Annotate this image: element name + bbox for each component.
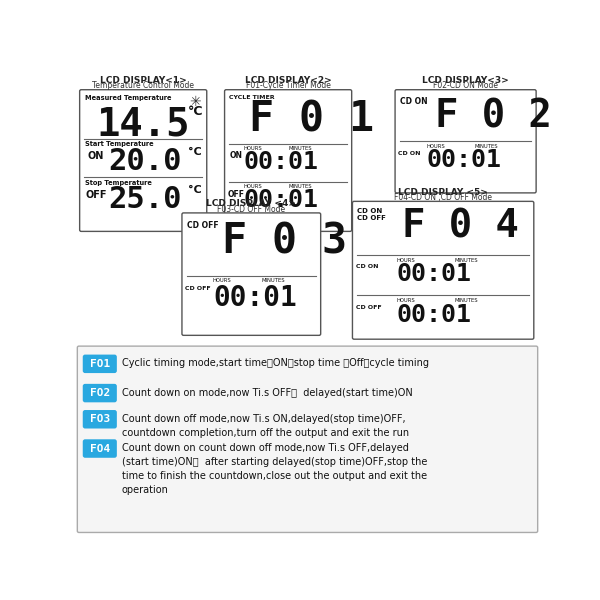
Text: 25.0: 25.0 [109, 185, 182, 214]
Text: F02-CD ON Mode: F02-CD ON Mode [433, 82, 498, 91]
Text: °C: °C [188, 146, 202, 157]
Text: F 0 4: F 0 4 [402, 208, 519, 245]
Text: LCD DISPLAY<1>: LCD DISPLAY<1> [100, 76, 187, 85]
FancyBboxPatch shape [352, 202, 534, 339]
Text: MINUTES: MINUTES [288, 146, 312, 151]
Text: MINUTES: MINUTES [455, 257, 478, 263]
FancyBboxPatch shape [224, 90, 352, 232]
Text: HOURS: HOURS [243, 184, 262, 190]
Text: ON: ON [88, 151, 104, 161]
Text: Cyclic timing mode,start time（ON）stop time （Off）cycle timing: Cyclic timing mode,start time（ON）stop ti… [121, 358, 428, 368]
Text: HOURS: HOURS [426, 143, 445, 149]
Text: F03-CD OFF Mode: F03-CD OFF Mode [217, 205, 286, 214]
Text: CD OFF: CD OFF [185, 286, 211, 291]
Text: 00:01: 00:01 [243, 188, 318, 212]
Text: OFF: OFF [86, 190, 107, 200]
Text: LCD DISPLAY<3>: LCD DISPLAY<3> [422, 76, 509, 85]
Text: LCD DISPLAY <4>: LCD DISPLAY <4> [206, 199, 296, 208]
Text: F 0 2: F 0 2 [436, 97, 552, 136]
Text: 00:01: 00:01 [397, 262, 472, 286]
FancyBboxPatch shape [77, 346, 538, 532]
Text: FO4: FO4 [89, 443, 110, 454]
Text: ✳: ✳ [190, 95, 202, 109]
Text: HOURS: HOURS [243, 146, 262, 151]
Text: MINUTES: MINUTES [455, 298, 478, 302]
Text: CD OFF: CD OFF [187, 221, 218, 230]
Text: OFF: OFF [227, 190, 245, 199]
Text: F 0 1: F 0 1 [250, 99, 374, 141]
Text: MINUTES: MINUTES [474, 143, 498, 149]
Text: 00:01: 00:01 [243, 150, 318, 174]
FancyBboxPatch shape [83, 355, 117, 373]
Text: CD ON: CD ON [357, 208, 382, 214]
FancyBboxPatch shape [83, 439, 117, 458]
Text: CD ON: CD ON [400, 97, 427, 106]
FancyBboxPatch shape [182, 213, 320, 335]
Text: LCD DISPLAY <5>: LCD DISPLAY <5> [398, 188, 488, 197]
Text: Count down on mode,now Ti.s OFF，  delayed(start time)ON: Count down on mode,now Ti.s OFF， delayed… [121, 388, 412, 398]
Text: HOURS: HOURS [397, 298, 415, 302]
Text: F 0 3: F 0 3 [222, 221, 347, 263]
Text: °C: °C [188, 185, 202, 195]
Text: 00:01: 00:01 [426, 148, 501, 172]
FancyBboxPatch shape [395, 90, 536, 193]
Text: FO2: FO2 [89, 388, 110, 398]
Text: FO3: FO3 [89, 414, 110, 424]
Text: 14.5: 14.5 [97, 105, 190, 143]
Text: Start Temperature: Start Temperature [85, 141, 154, 147]
Text: F01-Cycle Timer Mode: F01-Cycle Timer Mode [245, 82, 331, 91]
Text: Stop Temperature: Stop Temperature [85, 180, 152, 186]
Text: LCD DISPLAY<2>: LCD DISPLAY<2> [245, 76, 331, 85]
Text: 00:01: 00:01 [213, 284, 297, 312]
Text: HOURS: HOURS [213, 278, 232, 283]
Text: CYCLE TIMER: CYCLE TIMER [229, 95, 275, 100]
Text: CD OFF: CD OFF [357, 215, 386, 221]
Text: F04-CD ON ,CD OFF Mode: F04-CD ON ,CD OFF Mode [394, 193, 492, 202]
Text: °C: °C [188, 105, 203, 118]
Text: ON: ON [229, 151, 242, 160]
Text: 00:01: 00:01 [397, 303, 472, 327]
Text: FO1: FO1 [89, 359, 110, 369]
Text: 20.0: 20.0 [109, 146, 182, 176]
FancyBboxPatch shape [83, 410, 117, 428]
Text: MINUTES: MINUTES [261, 278, 284, 283]
Text: MINUTES: MINUTES [288, 184, 312, 190]
Text: CD ON: CD ON [356, 265, 378, 269]
Text: Temperature Control Mode: Temperature Control Mode [92, 82, 194, 91]
Text: Measured Temperature: Measured Temperature [85, 95, 172, 101]
Text: CD OFF: CD OFF [356, 305, 381, 310]
Text: CD ON: CD ON [398, 151, 421, 157]
Text: Count down off mode,now Ti.s ON,delayed(stop time)OFF,
countdown completion,turn: Count down off mode,now Ti.s ON,delayed(… [121, 414, 409, 438]
FancyBboxPatch shape [83, 384, 117, 403]
FancyBboxPatch shape [80, 90, 207, 232]
Text: HOURS: HOURS [397, 257, 415, 263]
Text: Count down on count down off mode,now Ti.s OFF,delayed
(start time)ON，  after st: Count down on count down off mode,now Ti… [121, 443, 427, 495]
